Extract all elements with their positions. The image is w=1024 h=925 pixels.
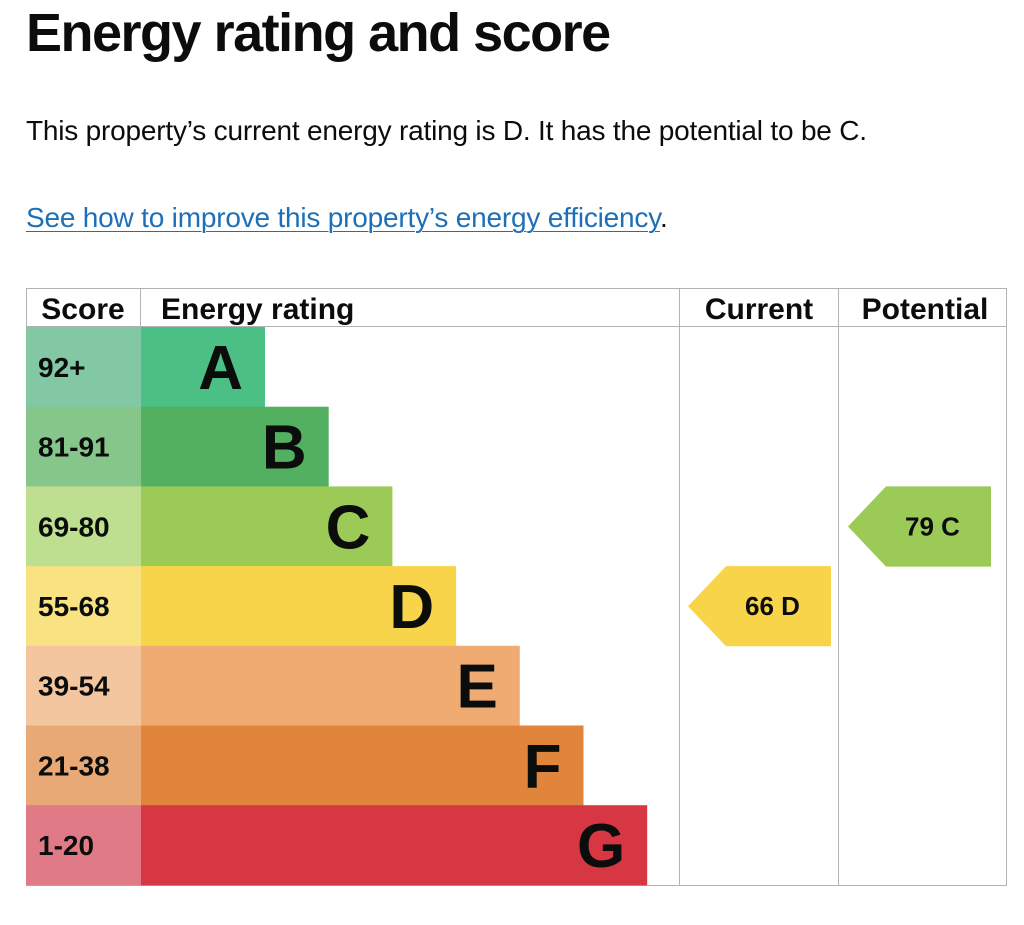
score-cell-d — [26, 566, 141, 647]
rating-summary: This property’s current energy rating is… — [26, 114, 867, 148]
band-bar-f — [141, 725, 584, 806]
score-cell-g — [26, 805, 141, 886]
score-range-d: 55-68 — [38, 591, 110, 622]
energy-rating-column-header: Energy rating — [161, 293, 354, 326]
rating-summary-text: This property’s current energy rating is… — [26, 115, 867, 146]
score-column-header: Score — [41, 293, 124, 326]
rating-markers: 66 D 79 C — [688, 486, 991, 647]
score-range-e: 39-54 — [38, 671, 110, 702]
score-cell-b — [26, 406, 141, 487]
score-cell-a — [26, 327, 141, 408]
band-letter-c: C — [326, 493, 371, 562]
band-bar-a — [141, 327, 265, 408]
band-letter-d: D — [389, 573, 434, 642]
band-letter-b: B — [262, 414, 307, 483]
page-title: Energy rating and score — [26, 3, 611, 63]
score-range-b: 81-91 — [38, 432, 110, 463]
score-range-c: 69-80 — [38, 511, 110, 542]
current-rating-label: 66 D — [745, 591, 800, 621]
score-range-g: 1-20 — [38, 830, 94, 861]
band-bar-d — [141, 566, 457, 647]
potential-rating-label: 79 C — [905, 512, 960, 542]
current-column-header: Current — [705, 293, 813, 326]
score-cell-e — [26, 645, 141, 726]
band-letter-g: G — [577, 812, 625, 881]
band-letter-e: E — [456, 653, 497, 722]
band-letter-a: A — [198, 334, 243, 403]
score-cell-f — [26, 725, 141, 806]
rating-bands: 92+ A 81-91 B 69-80 C 55-68 D 39-54 E 21-38 F 1-20 G — [26, 327, 648, 886]
improve-paragraph: See how to improve this property’s energ… — [26, 201, 668, 235]
score-cell-c — [26, 486, 141, 567]
potential-rating-arrow — [848, 486, 991, 567]
current-rating-arrow — [688, 566, 831, 647]
improve-efficiency-link[interactable]: See how to improve this property’s energ… — [26, 202, 660, 233]
band-bar-e — [141, 645, 520, 726]
band-bar-g — [141, 805, 648, 886]
band-letter-f: F — [524, 732, 562, 801]
improve-link-suffix: . — [659, 202, 668, 233]
score-range-f: 21-38 — [38, 750, 110, 781]
band-bar-b — [141, 406, 329, 487]
band-bar-c — [141, 486, 393, 567]
score-range-a: 92+ — [38, 352, 86, 383]
potential-column-header: Potential — [862, 293, 989, 326]
